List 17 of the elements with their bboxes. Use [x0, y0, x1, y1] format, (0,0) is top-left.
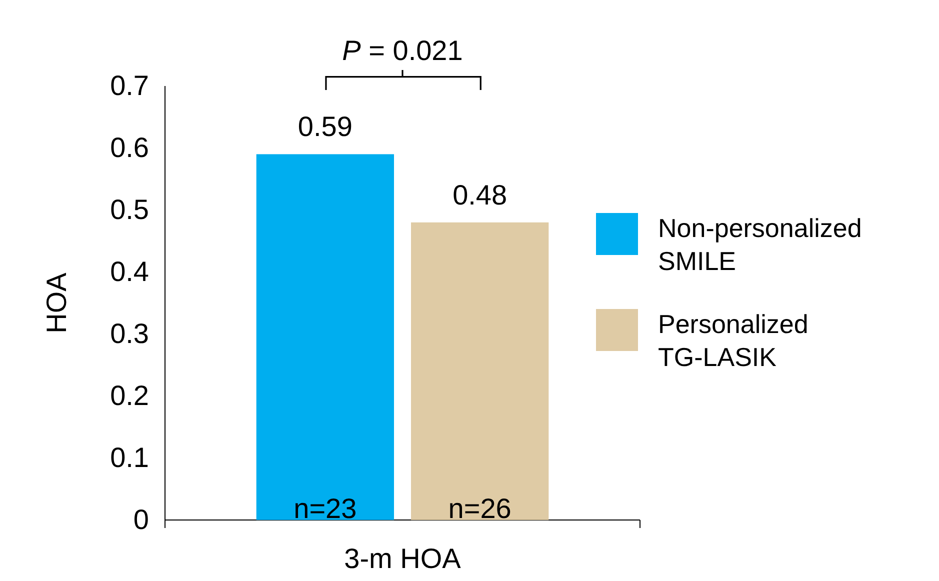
- y-tick-label: 0.2: [110, 380, 149, 411]
- legend-label: Non-personalized SMILE: [658, 213, 862, 276]
- y-tick-label: 0: [133, 504, 149, 535]
- y-axis-title: HOA: [41, 272, 72, 334]
- y-tick-label: 0.4: [110, 256, 149, 287]
- text: P = 0.021: [342, 35, 463, 66]
- y-tick-label: 0.7: [110, 70, 149, 101]
- y-tick-label: 0.1: [110, 442, 149, 473]
- data-label: 0.59: [298, 111, 352, 142]
- annotation: n=23: [294, 493, 357, 524]
- y-tick-label: 0.5: [110, 194, 149, 225]
- legend-label: Personalized TG-LASIK: [658, 309, 808, 372]
- y-tick-label: 0.6: [110, 132, 149, 163]
- data-label: 0.48: [452, 179, 508, 210]
- x-tick-label: 3-m HOA: [344, 542, 462, 574]
- annotation: n=26: [448, 493, 512, 524]
- y-tick-label: 0.3: [110, 318, 149, 349]
